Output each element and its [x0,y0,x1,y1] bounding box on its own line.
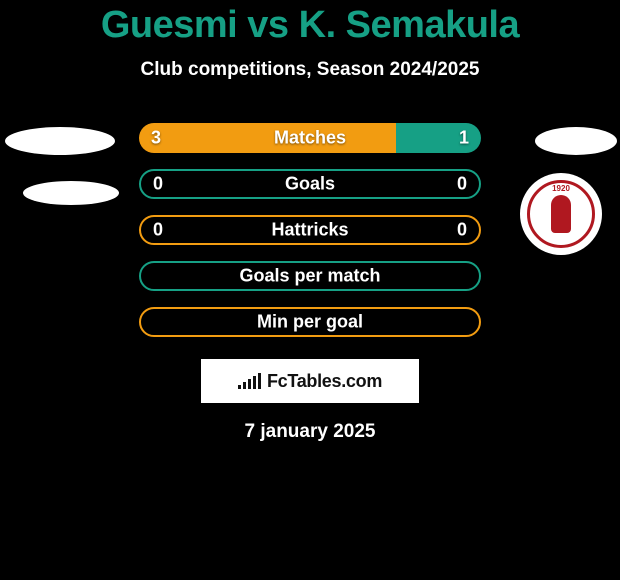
stat-row: Goals0 0 [139,169,481,199]
club-right-year: 1920 [552,184,570,193]
page-title: Guesmi vs K. Semakula [0,4,620,47]
stat-value-left: 0 [153,220,163,241]
stat-row: Min per goal [139,307,481,337]
stat-label: Matches [139,128,481,149]
stat-value-right: 0 [457,220,467,241]
club-left-logo-2 [23,181,119,205]
stat-value-left: 0 [153,174,163,195]
stat-rows: Matches31Goals00Hattricks00Goals per mat… [139,123,481,337]
club-right-logo-2: 1920 [520,173,602,255]
stat-label: Goals [141,174,479,195]
stat-label: Goals per match [141,266,479,287]
barchart-icon [238,373,261,389]
brand-text: FcTables.com [267,371,382,392]
stat-value-right: 1 [459,128,469,149]
club-right-logo-1 [535,127,617,155]
stat-label: Min per goal [141,312,479,333]
stat-row: Hattricks0 0 [139,215,481,245]
stat-value-left: 3 [151,128,161,149]
brand-box: FcTables.com [201,359,419,403]
subtitle: Club competitions, Season 2024/2025 [0,59,620,81]
stat-row: Matches3 1 [139,123,481,153]
date-label: 7 january 2025 [0,421,620,443]
stat-value-right: 0 [457,174,467,195]
stat-label: Hattricks [141,220,479,241]
club-left-logo-1 [5,127,115,155]
stats-area: 1920 Matches31Goals00Hattricks00Goals pe… [0,123,620,337]
stat-row: Goals per match [139,261,481,291]
club-right-logo-2-inner: 1920 [527,180,595,248]
